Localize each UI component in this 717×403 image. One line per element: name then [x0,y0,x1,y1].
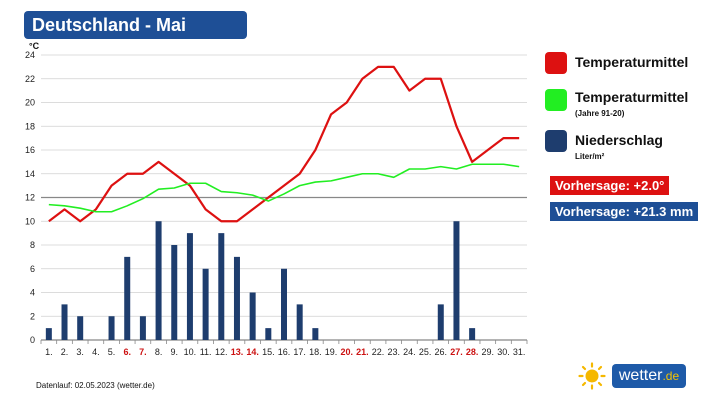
y-tick-label: 16 [25,145,35,155]
x-tick-label: 15. [262,347,275,357]
y-tick-label: 2 [30,311,35,321]
precip-bar [281,268,287,340]
legend-normal-sub: (Jahre 91-20) [575,109,625,118]
x-tick-label: 30. [497,347,510,357]
brand-name: wetter [618,367,663,384]
precip-bar [453,221,460,340]
x-tick-label: 31. [513,347,526,357]
x-tick-label: 14. [246,347,259,357]
precip-bar [45,328,52,340]
legend-precip-swatch [545,130,567,152]
precip-bar [77,316,84,340]
x-tick-label: 7. [139,347,147,357]
x-tick-label: 1. [45,347,53,357]
temperature-lines [48,65,520,223]
y-axis-unit: °C [29,41,40,51]
y-tick-label: 12 [25,193,35,203]
precip-bar [296,304,303,340]
x-tick-label: 8. [155,347,163,357]
precip-bar [233,256,240,340]
legend-normal-label: Temperaturmittel [575,89,689,105]
x-tick-label: 16. [278,347,291,357]
y-tick-label: 10 [25,216,35,226]
forecast-temp-badge: Vorhersage: +2.0° [550,176,670,195]
x-tick-label: 24. [403,347,416,357]
legend-precip-label: Niederschlag [575,132,663,148]
footer-data-run: Datenlauf: 02.05.2023 (wetter.de) [36,381,155,390]
forecast-precip-badge: Vorhersage: +21.3 mm [550,202,699,221]
x-tick-label: 18. [309,347,322,357]
x-tick-label: 11. [200,347,212,357]
sun-icon [578,362,606,390]
legend-temp-label: Temperaturmittel [575,54,689,70]
x-tick-label: 17. [293,347,306,357]
precip-bar [265,328,272,340]
brand-logo: wetter.de [578,362,688,390]
precip-bar [61,304,68,340]
x-tick-label: 21. [356,347,369,357]
precip-bar [249,292,256,340]
precip-bar [171,245,178,340]
y-tick-label: 0 [30,335,35,345]
precip-bar [202,268,209,340]
x-tick-label: 9. [171,347,179,357]
precip-bar [218,233,225,340]
chart-title: Deutschland - Mai [24,11,247,39]
x-tick-label: 4. [92,347,100,357]
legend-precip-sub: Liter/m² [575,152,605,161]
precip-bar [155,221,162,340]
precip-bar [186,233,193,340]
x-tick-label: 26. [435,347,448,357]
y-tick-label: 4 [30,288,35,298]
y-tick-label: 22 [25,74,35,84]
x-tick-label: 19. [325,347,338,357]
x-tick-label: 27. [450,347,463,357]
x-tick-label: 23. [387,347,400,357]
brand-wordmark: wetter.de [612,364,686,388]
x-tick-label: 25. [419,347,432,357]
normal-temp-line [48,163,520,213]
precip-bar [139,316,146,340]
x-tick-label: 12. [215,347,228,357]
x-tick-label: 13. [231,347,244,357]
precip-bar [437,304,444,340]
x-tick-label: 29. [482,347,495,357]
x-axis-ticks: 1. 2. 3. 4. 5. 6. 7. 8. 9. 10. 11. 12. 13. 14. 15. 16. 1… [45,347,525,357]
x-tick-label: 3. [76,347,84,357]
y-tick-label: 6 [30,264,35,274]
x-tick-label: 2. [61,347,69,357]
x-tick-label: 20. [340,347,353,357]
x-tick-label: 28. [466,347,479,357]
temp-line [48,65,520,223]
x-tick-label: 10. [184,347,197,357]
precip-bar [108,316,115,340]
y-tick-label: 14 [25,169,35,179]
x-tick-label: 6. [123,347,131,357]
legend-temp-swatch [545,52,567,74]
y-tick-label: 8 [30,240,35,250]
precip-bar [312,328,319,340]
precip-bar [124,256,131,340]
precip-bars [45,221,476,340]
y-tick-label: 18 [25,121,35,131]
x-tick-label: 5. [108,347,116,357]
y-tick-label: 24 [25,50,35,60]
legend-normal-swatch [545,89,567,111]
brand-tld: .de [662,369,680,383]
x-tick-label: 22. [372,347,385,357]
precip-bar [469,328,476,340]
y-tick-label: 20 [25,98,35,108]
